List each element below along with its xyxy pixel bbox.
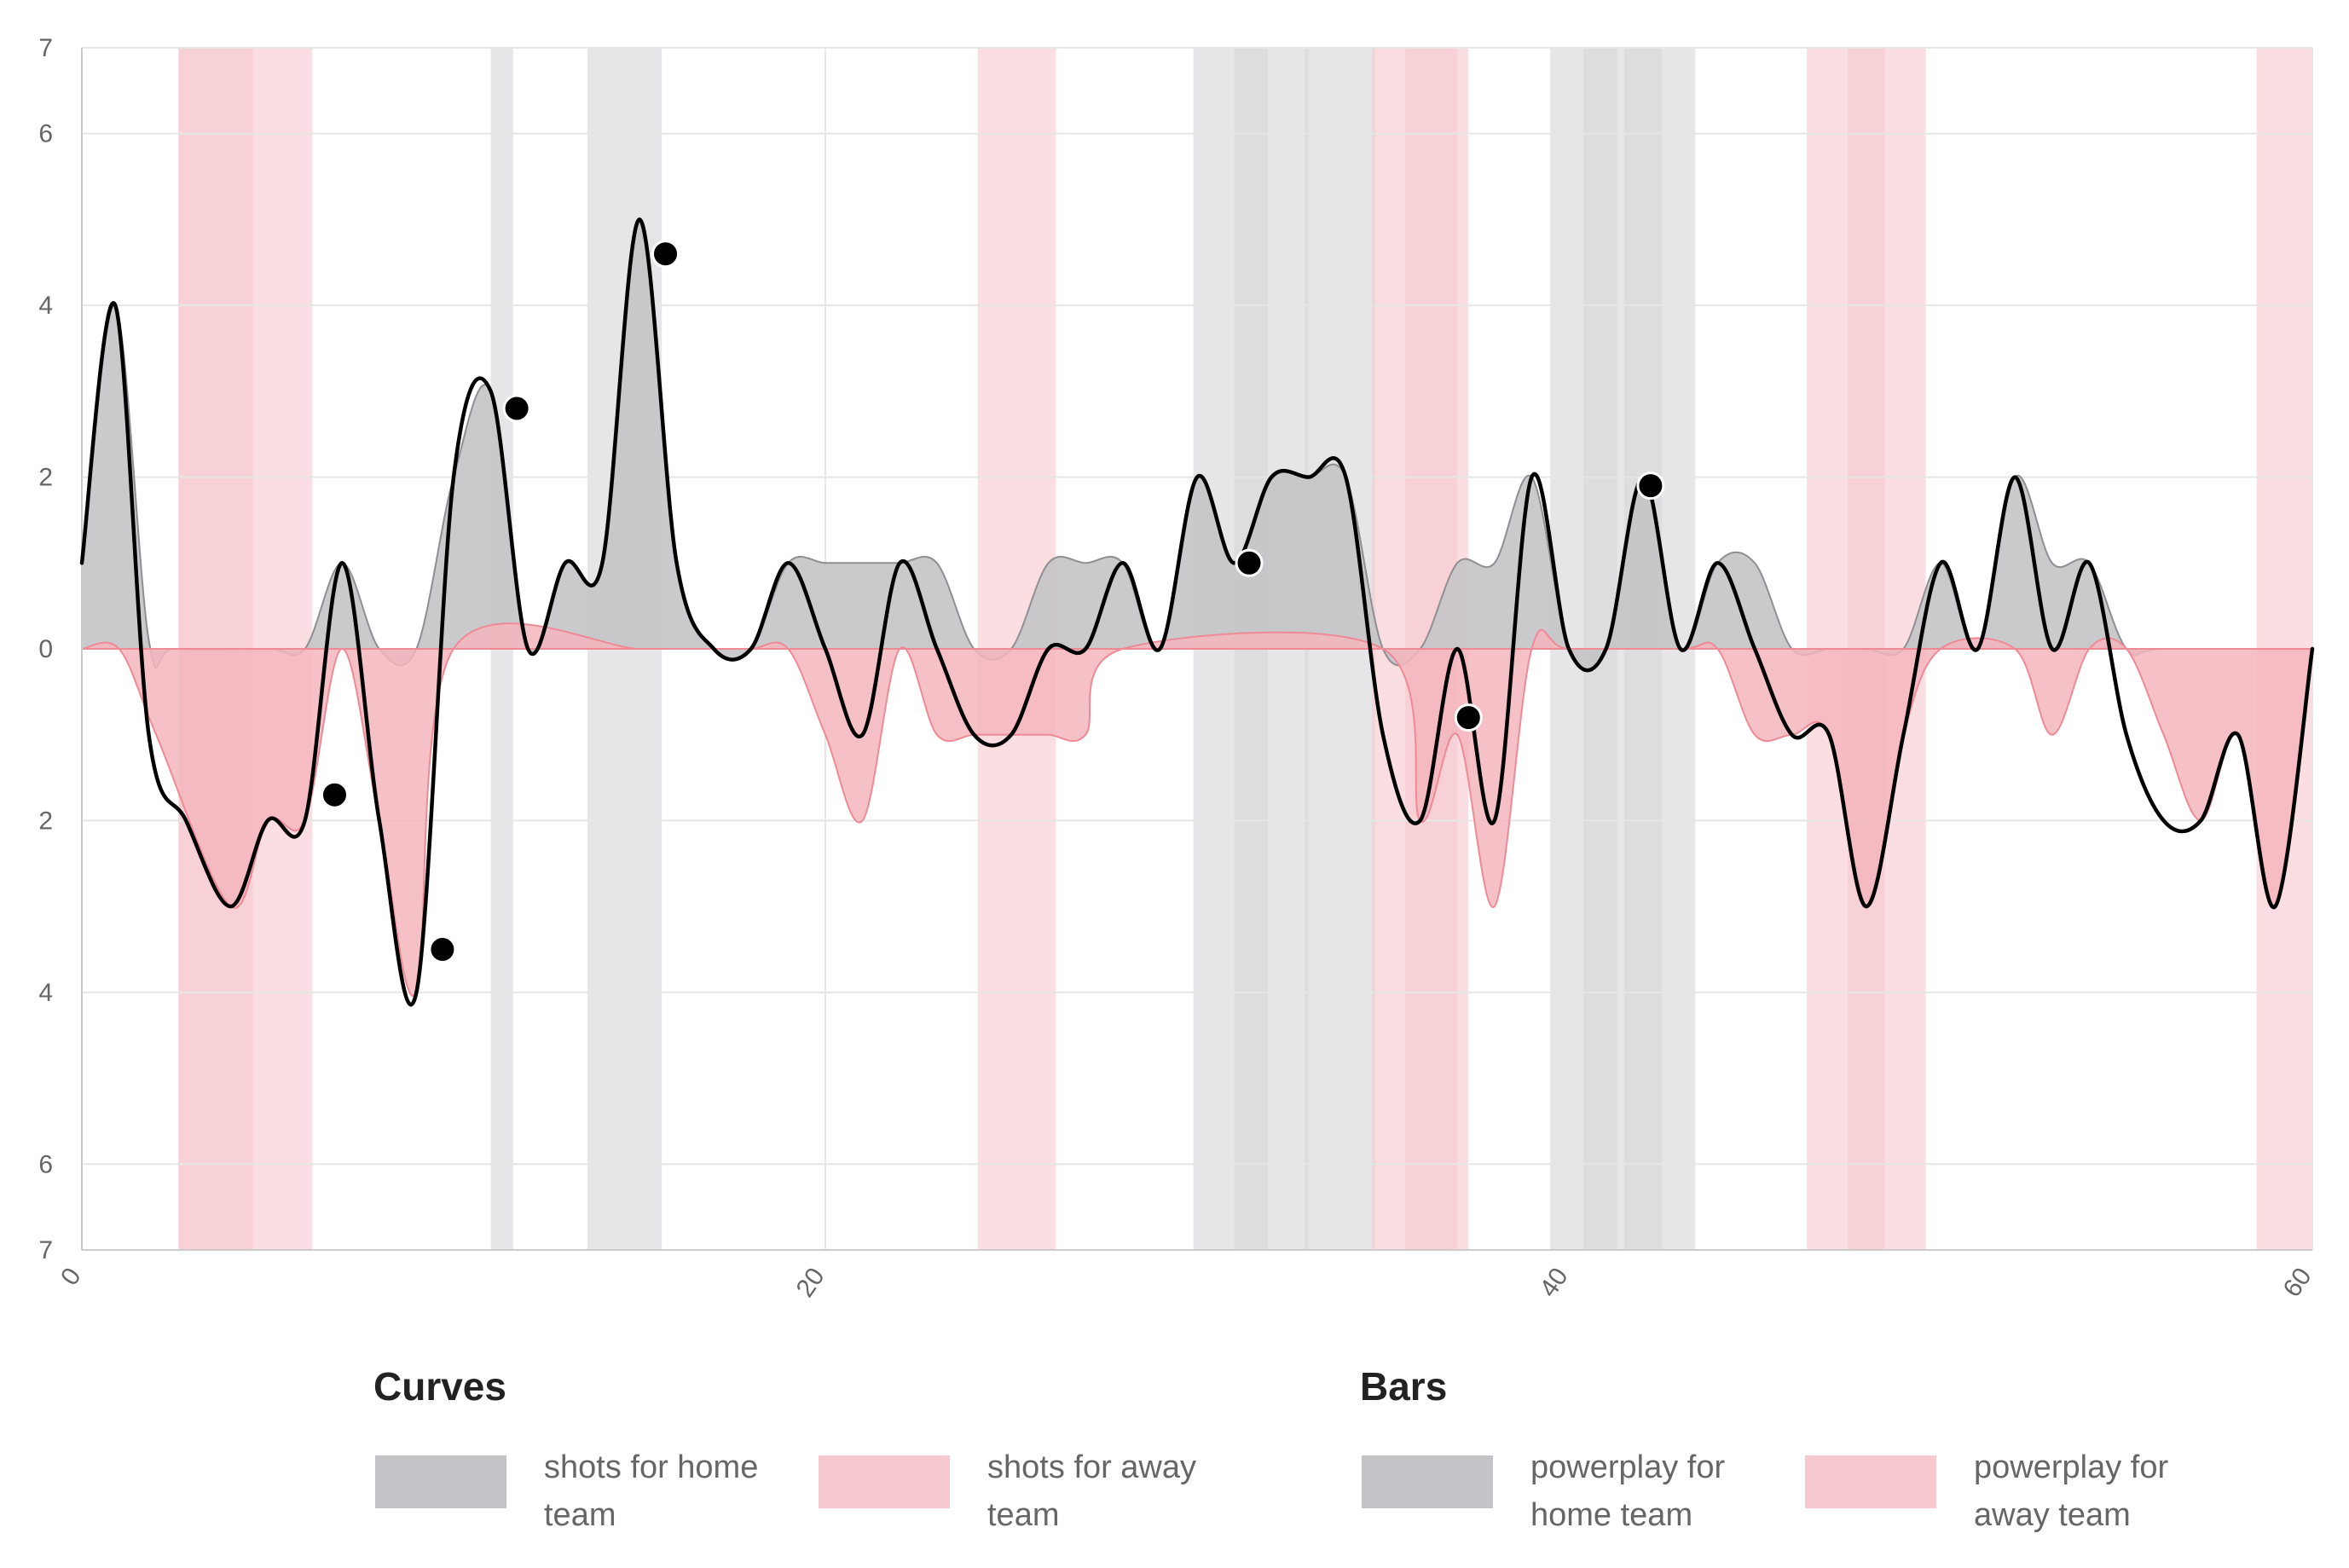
x-tick-label-0: 0 (55, 1263, 87, 1291)
legend-swatch-0 (375, 1455, 506, 1508)
y-tick-label-8: 7 (38, 1236, 53, 1264)
goal-marker-1 (428, 935, 457, 963)
legend-label-3-0: powerplay for (1974, 1449, 2168, 1485)
legend-label-3-1: away team (1974, 1497, 2131, 1533)
goal-marker-4 (1235, 548, 1264, 577)
x-tick-label-2: 40 (1535, 1263, 1574, 1302)
y-tick-label-6: 4 (38, 979, 53, 1007)
x-tick-label-3: 60 (2278, 1263, 2317, 1302)
x-tick-label-1: 20 (791, 1263, 830, 1302)
away-shots-area (81, 622, 2314, 997)
goal-marker-5 (1454, 703, 1483, 732)
goal-marker-2 (502, 394, 531, 423)
goal-marker-3 (651, 240, 680, 269)
legend-label-2-0: powerplay for (1530, 1449, 1725, 1485)
y-tick-label-1: 6 (38, 120, 53, 148)
legend-swatch-3 (1805, 1455, 1936, 1508)
differential-line-layer (79, 217, 2315, 1007)
y-tick-label-0: 7 (38, 34, 53, 62)
goal-markers-layer (320, 240, 1665, 963)
legend-label-0-1: team (544, 1497, 616, 1533)
legend-label-2-1: home team (1530, 1497, 1692, 1533)
legend-label-0-0: shots for home (544, 1449, 758, 1485)
y-tick-label-3: 2 (38, 464, 53, 492)
legend: Curves Bars shots for home team shots for aw… (373, 1364, 2168, 1533)
legend-label-1-1: team (987, 1497, 1059, 1533)
legend-label-1-0: shots for away (987, 1449, 1196, 1485)
goal-marker-6 (1636, 472, 1665, 500)
y-tick-label-2: 4 (38, 292, 53, 320)
y-tick-label-5: 2 (38, 807, 53, 835)
legend-title-curves: Curves (373, 1364, 506, 1409)
shot-differential-line (79, 217, 2315, 1007)
legend-swatch-2 (1362, 1455, 1493, 1508)
y-tick-label-7: 6 (38, 1150, 53, 1178)
y-tick-label-4: 0 (38, 635, 53, 663)
legend-swatch-1 (819, 1455, 950, 1508)
goal-marker-0 (320, 780, 349, 809)
legend-title-bars: Bars (1360, 1364, 1447, 1409)
